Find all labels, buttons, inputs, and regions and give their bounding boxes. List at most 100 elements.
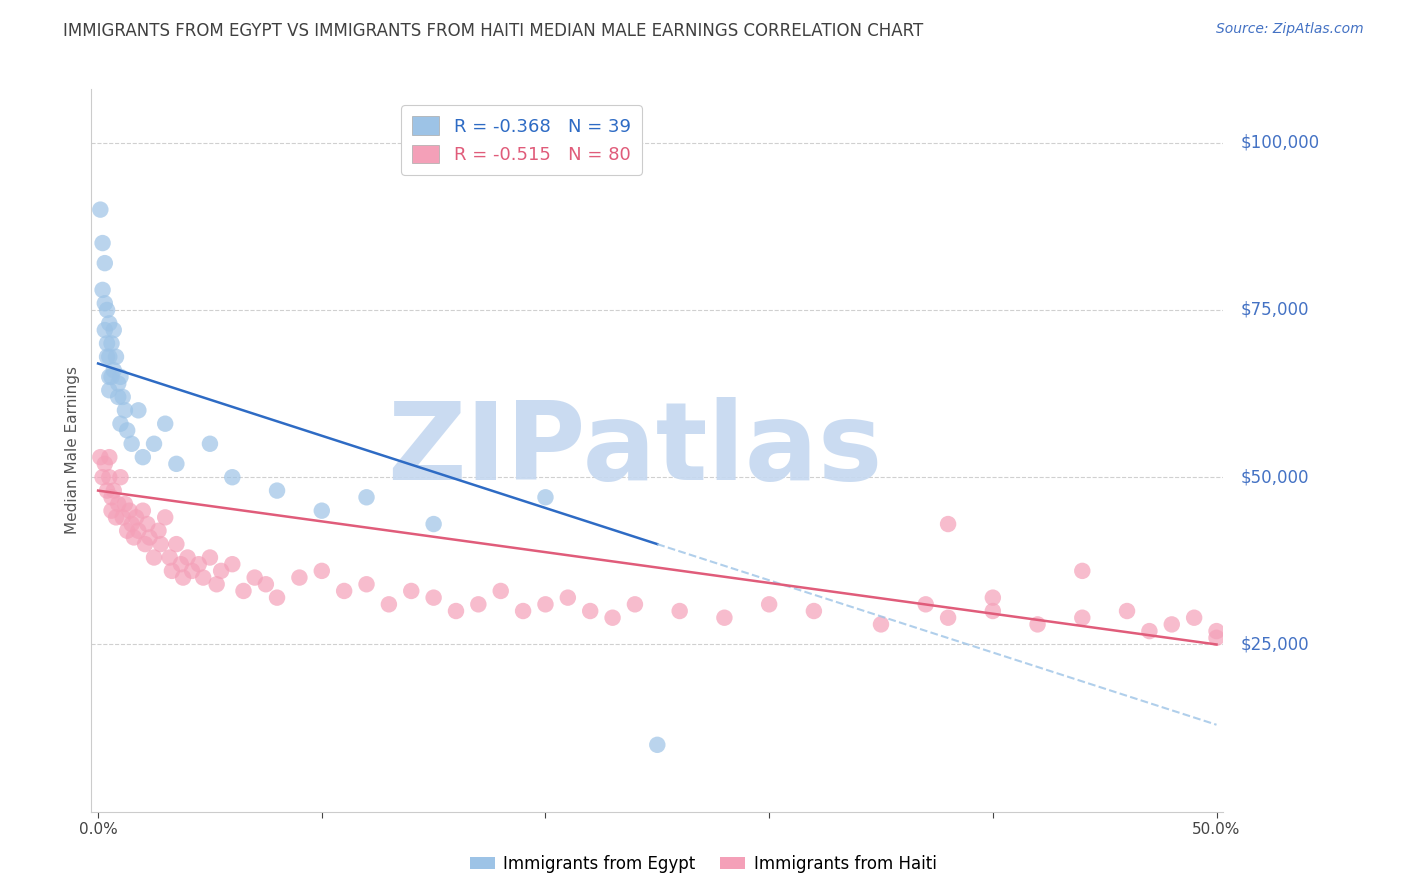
Point — [94, 296, 117, 310]
Point — [103, 483, 125, 498]
Text: $25,000: $25,000 — [1241, 635, 1310, 654]
Point — [103, 363, 125, 377]
Point — [103, 323, 125, 337]
Point — [91, 470, 114, 484]
Point — [110, 470, 132, 484]
Point — [668, 604, 690, 618]
Point — [118, 503, 141, 517]
Point — [122, 530, 145, 544]
Text: $50,000: $50,000 — [1241, 468, 1309, 486]
Point — [489, 584, 512, 599]
Point — [467, 598, 489, 612]
Point — [981, 604, 1004, 618]
Point — [153, 417, 177, 431]
Legend: Immigrants from Egypt, Immigrants from Haiti: Immigrants from Egypt, Immigrants from H… — [463, 848, 943, 880]
Point — [134, 537, 156, 551]
Point — [1160, 617, 1182, 632]
Legend: R = -0.368   N = 39, R = -0.515   N = 80: R = -0.368 N = 39, R = -0.515 N = 80 — [401, 105, 641, 175]
Point — [1071, 611, 1094, 625]
Point — [110, 417, 132, 431]
Point — [159, 550, 181, 565]
Point — [107, 390, 129, 404]
Point — [172, 571, 194, 585]
Point — [94, 323, 117, 337]
Point — [198, 550, 221, 565]
Point — [1205, 631, 1227, 645]
Point — [243, 571, 266, 585]
Point — [115, 424, 138, 438]
Point — [333, 584, 356, 599]
Point — [209, 564, 232, 578]
Point — [91, 283, 114, 297]
Point — [114, 497, 136, 511]
Point — [221, 470, 243, 484]
Point — [579, 604, 602, 618]
Point — [100, 369, 122, 384]
Point — [153, 510, 177, 524]
Point — [198, 436, 221, 450]
Point — [127, 524, 149, 538]
Point — [758, 598, 780, 612]
Point — [422, 591, 444, 605]
Point — [125, 510, 148, 524]
Point — [557, 591, 579, 605]
Point — [107, 497, 129, 511]
Text: Source: ZipAtlas.com: Source: ZipAtlas.com — [1216, 22, 1364, 37]
Point — [132, 503, 155, 517]
Point — [160, 564, 183, 578]
Point — [121, 517, 143, 532]
Text: ZIPatlas: ZIPatlas — [387, 398, 883, 503]
Point — [713, 611, 735, 625]
Point — [181, 564, 204, 578]
Point — [100, 336, 122, 351]
Point — [1116, 604, 1139, 618]
Point — [534, 598, 557, 612]
Text: IMMIGRANTS FROM EGYPT VS IMMIGRANTS FROM HAITI MEDIAN MALE EARNINGS CORRELATION : IMMIGRANTS FROM EGYPT VS IMMIGRANTS FROM… — [63, 22, 924, 40]
Point — [98, 350, 121, 364]
Point — [311, 564, 333, 578]
Point — [1205, 624, 1227, 639]
Point — [94, 256, 117, 270]
Point — [170, 557, 193, 572]
Point — [96, 350, 118, 364]
Point — [115, 524, 138, 538]
Point — [114, 403, 136, 417]
Point — [165, 537, 187, 551]
Point — [803, 604, 825, 618]
Point — [356, 491, 378, 505]
Point — [266, 483, 288, 498]
Point — [870, 617, 893, 632]
Point — [136, 517, 159, 532]
Point — [107, 376, 129, 391]
Point — [100, 503, 122, 517]
Text: $75,000: $75,000 — [1241, 301, 1309, 319]
Point — [1137, 624, 1160, 639]
Point — [132, 450, 155, 464]
Point — [232, 584, 254, 599]
Point — [100, 491, 122, 505]
Point — [148, 524, 170, 538]
Y-axis label: Median Male Earnings: Median Male Earnings — [65, 367, 80, 534]
Point — [624, 598, 647, 612]
Point — [89, 202, 111, 217]
Point — [936, 517, 959, 532]
Point — [1071, 564, 1094, 578]
Point — [254, 577, 277, 591]
Point — [936, 611, 959, 625]
Point — [534, 491, 557, 505]
Point — [94, 457, 117, 471]
Point — [512, 604, 534, 618]
Point — [105, 510, 127, 524]
Point — [914, 598, 936, 612]
Point — [645, 738, 668, 752]
Point — [602, 611, 624, 625]
Point — [98, 470, 121, 484]
Point — [311, 503, 333, 517]
Point — [110, 369, 132, 384]
Point — [98, 384, 121, 398]
Point — [91, 235, 114, 250]
Point — [121, 436, 143, 450]
Point — [98, 450, 121, 464]
Point — [138, 530, 160, 544]
Point — [378, 598, 401, 612]
